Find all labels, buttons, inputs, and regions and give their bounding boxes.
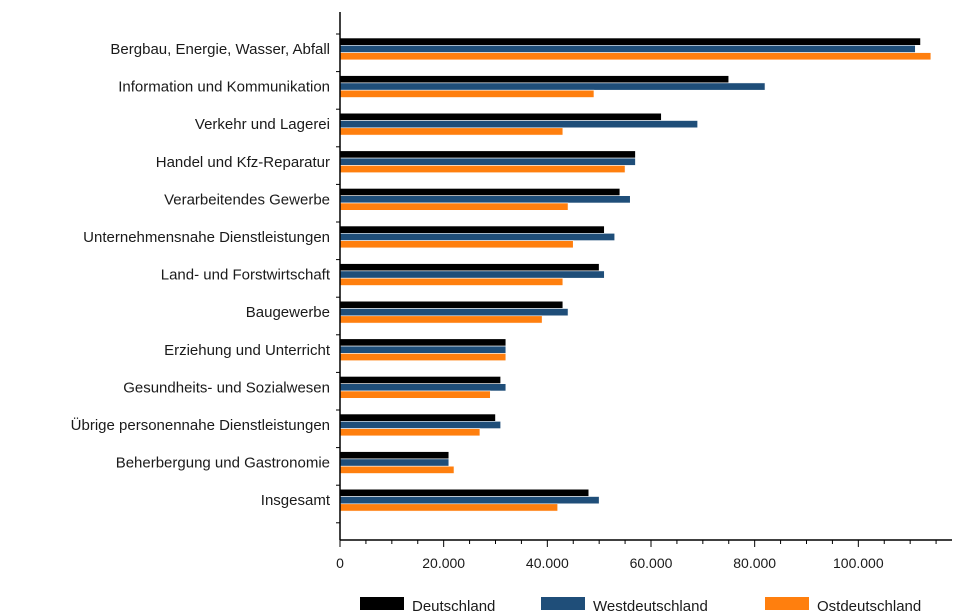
bar-deutschland-5 <box>340 226 604 233</box>
x-tick-label: 60.000 <box>630 555 673 571</box>
legend-swatch-ostdeutschland <box>765 597 809 610</box>
bar-westdeutschland-1 <box>340 83 765 90</box>
category-label: Übrige personennahe Dienstleistungen <box>71 416 330 434</box>
bar-ostdeutschland-9 <box>340 391 490 398</box>
category-label: Beherbergung und Gastronomie <box>116 455 330 472</box>
bar-westdeutschland-5 <box>340 233 615 240</box>
x-tick-label: 100.000 <box>833 555 884 571</box>
bar-ostdeutschland-12 <box>340 504 558 511</box>
legend-swatch-westdeutschland <box>541 597 585 610</box>
category-label: Information und Kommunikation <box>118 79 330 96</box>
bar-ostdeutschland-10 <box>340 429 480 436</box>
category-label: Land- und Forstwirtschaft <box>161 267 331 284</box>
bar-deutschland-11 <box>340 452 449 459</box>
bar-westdeutschland-2 <box>340 121 698 128</box>
x-tick-label: 0 <box>336 555 344 571</box>
legend-label-deutschland: Deutschland <box>412 598 495 614</box>
legend-label-westdeutschland: Westdeutschland <box>593 598 708 614</box>
x-axis-ticks: 0 20.000 40.000 60.000 80.000 100.000 <box>336 540 936 571</box>
bar-westdeutschland-3 <box>340 158 635 165</box>
bar-westdeutschland-12 <box>340 497 599 504</box>
bar-deutschland-0 <box>340 38 921 45</box>
category-label: Verarbeitendes Gewerbe <box>164 191 330 208</box>
bar-westdeutschland-9 <box>340 384 506 391</box>
bar-westdeutschland-4 <box>340 196 630 203</box>
category-label: Handel und Kfz-Reparatur <box>156 154 330 171</box>
x-tick-label: 20.000 <box>422 555 465 571</box>
legend: Deutschland Westdeutschland Ostdeutschland <box>360 597 921 614</box>
category-label: Gesundheits- und Sozialwesen <box>123 379 330 396</box>
bars-group <box>336 34 931 523</box>
bar-deutschland-9 <box>340 376 501 383</box>
legend-label-ostdeutschland: Ostdeutschland <box>817 598 921 614</box>
bar-westdeutschland-0 <box>340 45 915 52</box>
bar-ostdeutschland-8 <box>340 353 506 360</box>
bar-deutschland-8 <box>340 339 506 346</box>
bar-deutschland-6 <box>340 264 599 271</box>
category-label: Verkehr und Lagerei <box>195 116 330 133</box>
bar-deutschland-7 <box>340 301 563 308</box>
bar-ostdeutschland-4 <box>340 203 568 210</box>
bar-ostdeutschland-5 <box>340 241 573 248</box>
bar-deutschland-12 <box>340 489 589 496</box>
category-label: Bergbau, Energie, Wasser, Abfall <box>110 41 330 58</box>
bar-deutschland-2 <box>340 113 661 120</box>
bar-deutschland-3 <box>340 151 635 158</box>
legend-swatch-deutschland <box>360 597 404 610</box>
bar-deutschland-4 <box>340 188 620 195</box>
bar-ostdeutschland-1 <box>340 90 594 97</box>
bar-deutschland-1 <box>340 76 729 83</box>
category-label: Baugewerbe <box>246 304 330 321</box>
bar-westdeutschland-7 <box>340 309 568 316</box>
bar-ostdeutschland-11 <box>340 466 454 473</box>
bar-ostdeutschland-2 <box>340 128 563 135</box>
bar-ostdeutschland-7 <box>340 316 542 323</box>
bar-westdeutschland-11 <box>340 459 449 466</box>
category-label: Unternehmensnahe Dienstleistungen <box>83 229 330 246</box>
bar-westdeutschland-6 <box>340 271 604 278</box>
bar-ostdeutschland-0 <box>340 53 931 60</box>
x-tick-label: 80.000 <box>733 555 776 571</box>
bar-ostdeutschland-3 <box>340 165 625 172</box>
category-label: Erziehung und Unterricht <box>164 342 331 359</box>
bar-westdeutschland-10 <box>340 421 501 428</box>
bar-ostdeutschland-6 <box>340 278 563 285</box>
bar-deutschland-10 <box>340 414 496 421</box>
x-tick-label: 40.000 <box>526 555 569 571</box>
category-labels: Bergbau, Energie, Wasser, Abfall Informat… <box>71 41 331 509</box>
bar-westdeutschland-8 <box>340 346 506 353</box>
category-label: Insgesamt <box>261 492 331 509</box>
